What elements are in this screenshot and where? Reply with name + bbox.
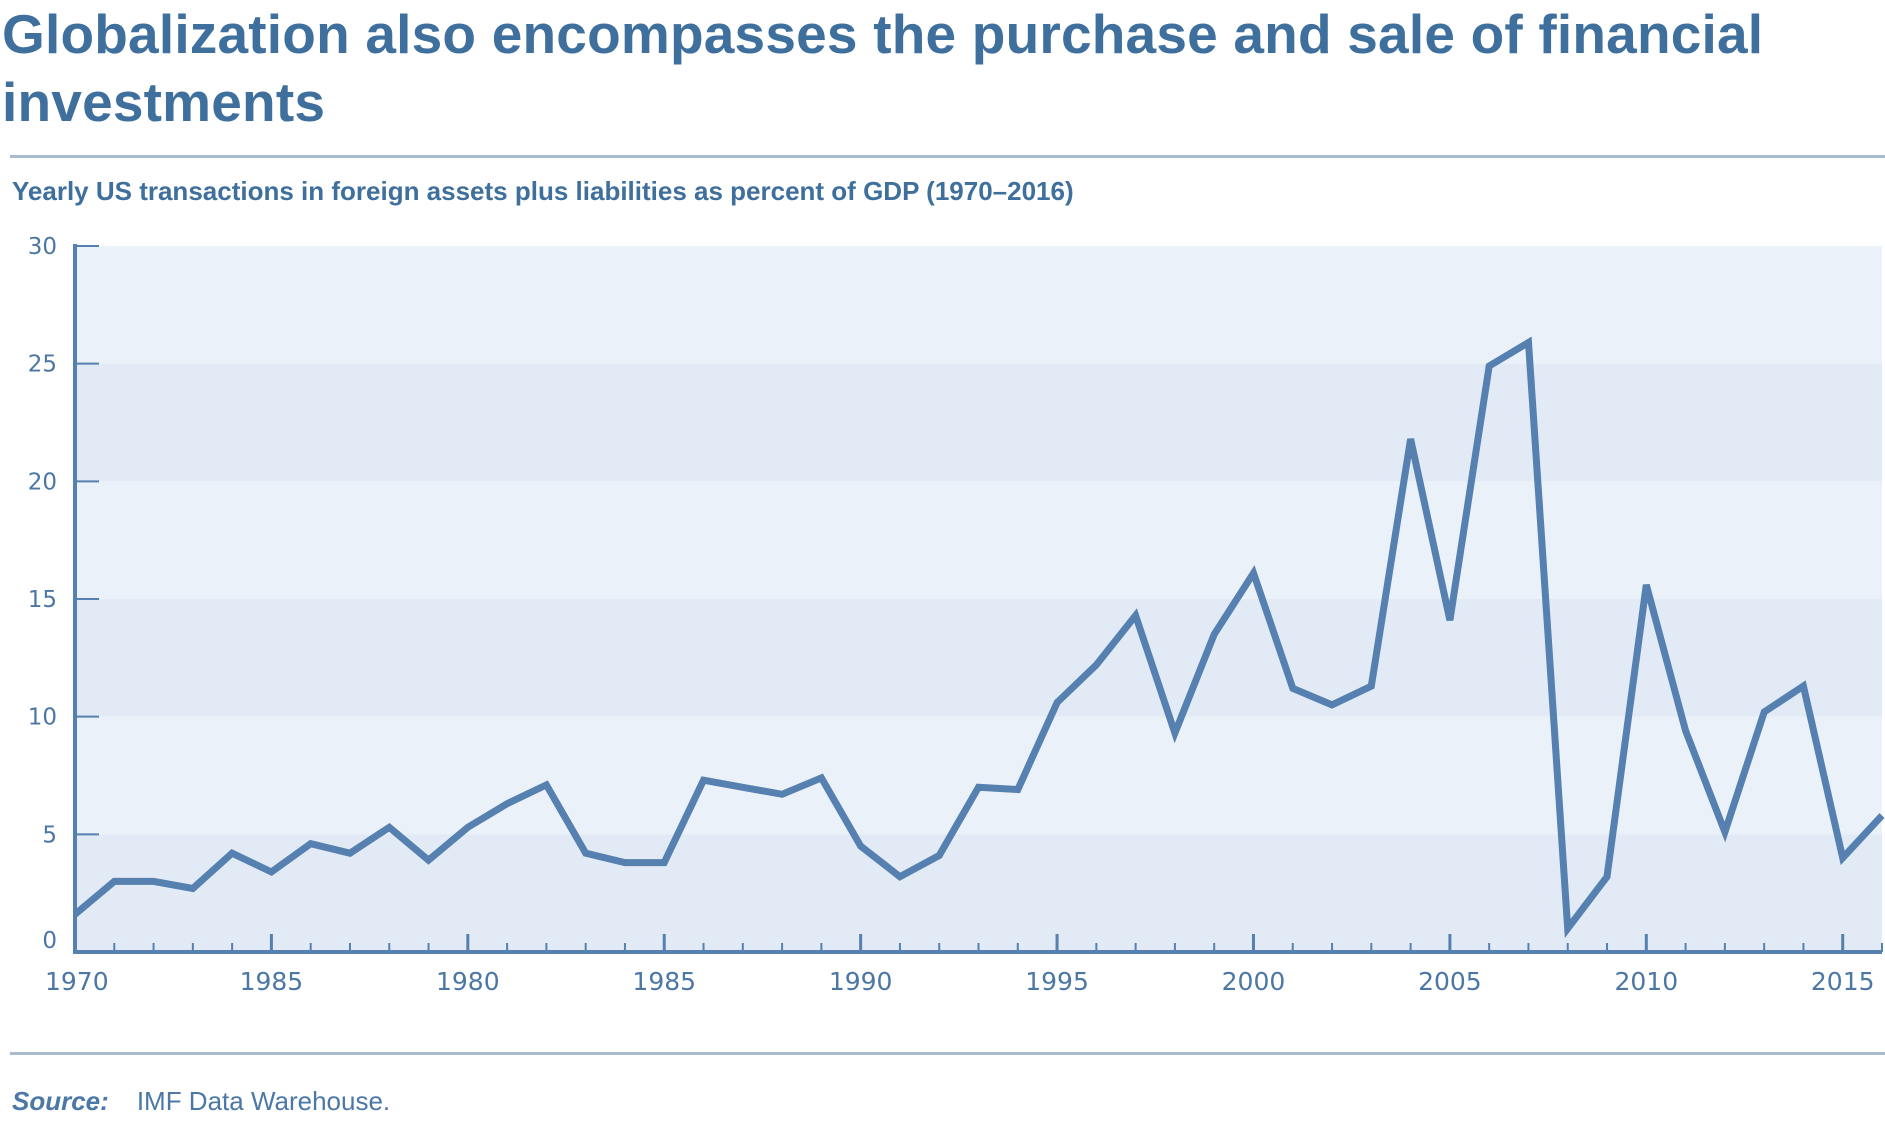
grid-band (75, 834, 1882, 952)
x-tick-label: 2000 (1222, 967, 1286, 996)
source-text: IMF Data Warehouse. (136, 1086, 391, 1116)
title-divider (10, 155, 1885, 158)
y-tick-label: 0 (42, 928, 57, 954)
x-axis: 1970 1985 1980 1985 1990 1995 2000 2005 2010 2015 (45, 934, 1883, 996)
y-tick-label: 10 (28, 705, 57, 731)
x-tick-label: 1980 (436, 967, 500, 996)
y-tick-label: 20 (28, 469, 57, 495)
chart-subtitle: Yearly US transactions in foreign assets… (12, 176, 1074, 206)
y-tick-label: 5 (42, 822, 57, 848)
grid-band (75, 599, 1882, 717)
y-tick-label: 15 (28, 587, 57, 613)
background-bands (75, 246, 1882, 952)
footer-divider (10, 1052, 1885, 1055)
y-tick-label: 25 (28, 352, 57, 378)
x-tick-label: 2015 (1811, 967, 1875, 996)
x-tick-label: 1970 (45, 967, 109, 996)
x-tick-label: 1995 (1025, 967, 1089, 996)
series-line (72, 336, 1885, 939)
x-tick-label: 1990 (829, 967, 893, 996)
y-axis: 0 5 10 15 20 25 30 (28, 234, 99, 954)
x-tick-label: 2010 (1614, 967, 1678, 996)
series-layer (72, 336, 1885, 939)
grid-band (75, 246, 1882, 364)
x-tick-label: 1985 (240, 967, 304, 996)
chart-title: Globalization also encompasses the purch… (2, 3, 1764, 133)
grid-band (75, 363, 1882, 482)
source-label: Source: (12, 1086, 109, 1116)
x-tick-label: 2005 (1418, 967, 1482, 996)
grid-band (75, 716, 1882, 835)
grid-band (75, 481, 1882, 599)
source-note: Source: IMF Data Warehouse. (12, 1086, 390, 1117)
y-tick-label: 30 (28, 234, 57, 260)
x-tick-label: 1985 (632, 967, 696, 996)
